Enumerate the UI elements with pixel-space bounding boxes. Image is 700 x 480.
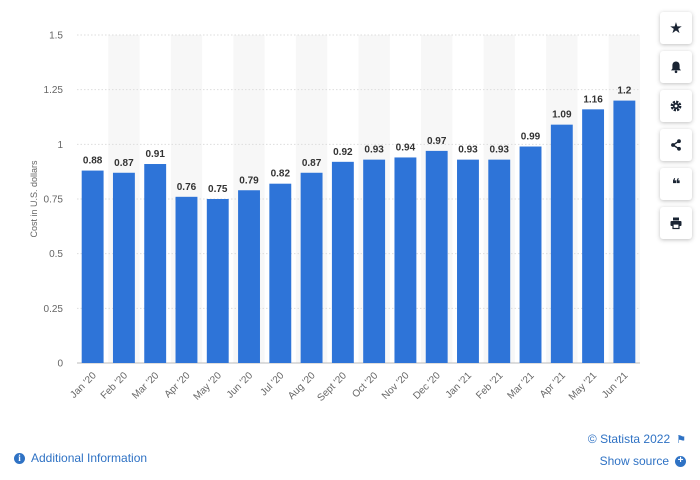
- x-tick-label: Jun '21: [600, 370, 631, 401]
- y-tick-label: 0: [57, 359, 63, 370]
- y-axis-ticks: 0 0.25 0.5 0.75 1 1.25 1.5: [44, 31, 64, 370]
- bar[interactable]: [269, 183, 292, 363]
- favorite-button[interactable]: ★: [660, 12, 692, 44]
- toolbar: ★ ❝: [660, 12, 692, 246]
- additional-information-label: Additional Information: [31, 451, 148, 465]
- bars: [81, 100, 636, 363]
- data-label: 0.97: [427, 136, 447, 147]
- quote-icon: ❝: [671, 174, 681, 193]
- gear-icon: [670, 100, 682, 112]
- show-source-link[interactable]: Show source +: [600, 454, 686, 468]
- gridlines: [77, 34, 640, 364]
- y-tick-label: 1.5: [49, 31, 63, 42]
- x-tick-label: Feb '21: [474, 370, 505, 401]
- bar[interactable]: [582, 109, 605, 363]
- x-tick-label: Jan '20: [68, 370, 99, 401]
- bar[interactable]: [550, 124, 573, 363]
- data-label: 1.09: [552, 110, 572, 121]
- bar[interactable]: [112, 172, 135, 363]
- y-tick-label: 0.25: [44, 304, 64, 315]
- info-icon: i: [14, 452, 25, 464]
- flag-icon: ⚑: [676, 432, 686, 446]
- y-tick-label: 0.5: [49, 249, 63, 260]
- data-label: 0.91: [145, 149, 165, 160]
- y-tick-label: 0.75: [44, 195, 64, 206]
- y-tick-label: 1: [57, 140, 63, 151]
- copyright-label: © Statista 2022: [587, 432, 671, 446]
- bar-chart: 0 0.25 0.5 0.75 1 1.25 1.5 0.88 0.87 0.91 0.76 0.7…: [29, 31, 640, 404]
- bar[interactable]: [300, 172, 323, 363]
- additional-information-link[interactable]: i Additional Information: [14, 451, 147, 465]
- x-tick-label: May '20: [192, 370, 225, 403]
- notification-button[interactable]: [660, 51, 692, 83]
- y-tick-label: 1.25: [44, 85, 64, 96]
- x-tick-label: Aug '20: [286, 370, 318, 402]
- data-label: 0.99: [521, 132, 541, 143]
- data-label: 0.82: [271, 169, 291, 180]
- x-tick-label: Mar '20: [130, 370, 161, 401]
- bar[interactable]: [394, 157, 417, 363]
- x-tick-label: Jun '20: [225, 370, 256, 401]
- data-label: 0.79: [239, 175, 259, 186]
- share-button[interactable]: [660, 129, 692, 161]
- bar[interactable]: [613, 100, 636, 363]
- data-label: 0.93: [364, 145, 384, 156]
- bar[interactable]: [457, 159, 479, 363]
- bar[interactable]: [331, 161, 354, 363]
- x-tick-label: Feb '20: [99, 370, 130, 401]
- bar[interactable]: [425, 150, 448, 363]
- cite-button[interactable]: ❝: [660, 168, 692, 200]
- bell-icon: [671, 61, 681, 74]
- x-tick-label: Apr '20: [163, 370, 193, 400]
- x-tick-label: Jan '21: [444, 370, 475, 401]
- x-tick-label: Nov '20: [380, 370, 412, 402]
- x-tick-label: Dec '20: [411, 370, 443, 402]
- data-label: 0.94: [396, 142, 416, 153]
- x-tick-label: Mar '21: [506, 370, 537, 401]
- bar[interactable]: [144, 164, 167, 363]
- bar[interactable]: [488, 159, 511, 363]
- x-tick-label: Apr '21: [538, 370, 568, 400]
- settings-button[interactable]: [660, 90, 692, 122]
- data-label: 1.16: [583, 94, 603, 105]
- statista-copyright-link[interactable]: © Statista 2022 ⚑: [588, 432, 686, 446]
- data-label: 0.87: [302, 158, 322, 169]
- bar[interactable]: [81, 170, 104, 363]
- x-tick-label: Oct '20: [350, 370, 380, 400]
- x-tick-label: Sept '20: [315, 370, 349, 404]
- print-button[interactable]: [660, 207, 692, 239]
- print-icon: [670, 217, 682, 230]
- show-source-label: Show source: [599, 454, 669, 468]
- bar[interactable]: [519, 146, 542, 363]
- bar[interactable]: [206, 199, 229, 363]
- x-tick-label: Jul '20: [258, 370, 286, 398]
- bar[interactable]: [175, 196, 198, 363]
- data-label: 0.75: [208, 184, 228, 195]
- data-label: 0.92: [333, 147, 353, 158]
- bar[interactable]: [363, 159, 386, 363]
- data-label: 0.76: [177, 182, 197, 193]
- data-label: 0.93: [458, 145, 478, 156]
- data-label: 0.88: [83, 156, 103, 167]
- data-label: 1.2: [617, 86, 631, 97]
- y-axis-label: Cost in U.S. dollars: [29, 160, 39, 238]
- plus-icon: +: [675, 455, 686, 467]
- x-tick-label: May '21: [567, 370, 600, 403]
- data-label: 0.87: [114, 158, 134, 169]
- share-icon: [671, 139, 681, 151]
- data-labels: 0.88 0.87 0.91 0.76 0.75 0.79 0.82 0.87 0.92 0.93…: [83, 86, 632, 195]
- star-icon: ★: [669, 18, 683, 37]
- data-label: 0.93: [490, 145, 510, 156]
- bar[interactable]: [238, 190, 260, 363]
